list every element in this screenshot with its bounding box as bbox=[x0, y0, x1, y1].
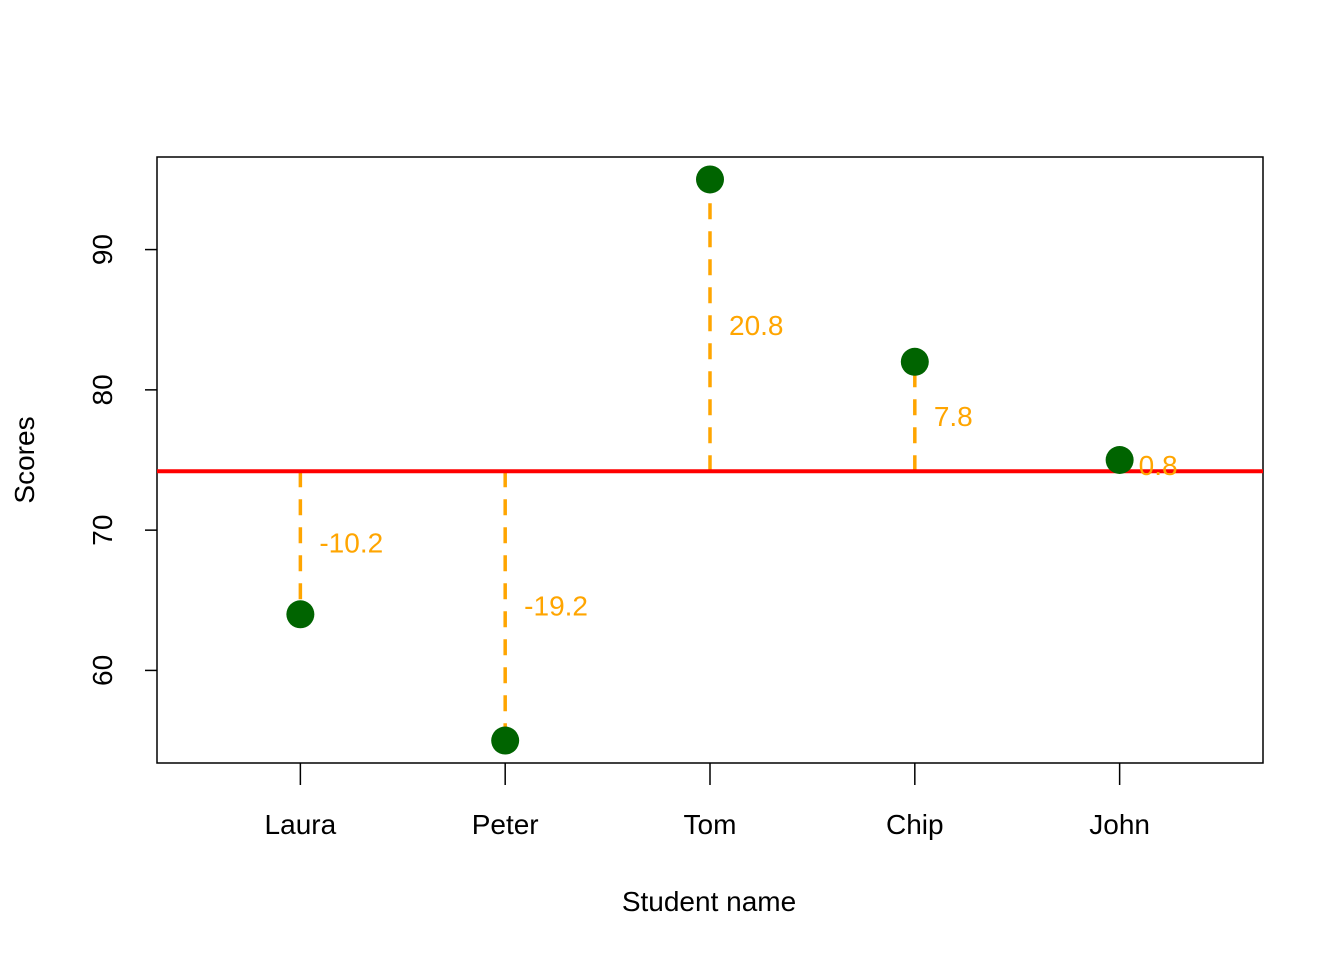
y-tick-label: 80 bbox=[87, 374, 118, 405]
point-peter bbox=[491, 726, 520, 755]
point-chip bbox=[900, 347, 929, 376]
x-tick-label-peter: Peter bbox=[472, 809, 539, 840]
x-tick-label-john: John bbox=[1089, 809, 1150, 840]
x-axis: Laura Peter Tom Chip John bbox=[265, 763, 1150, 840]
deviation-lines bbox=[298, 179, 1122, 741]
deviation-label-chip: 7.8 bbox=[934, 401, 973, 432]
data-points bbox=[286, 165, 1134, 755]
point-tom bbox=[696, 165, 724, 194]
x-tick-label-laura: Laura bbox=[265, 809, 337, 840]
y-axis: 60 70 80 90 bbox=[87, 234, 157, 686]
deviation-label-laura: -10.2 bbox=[319, 527, 383, 558]
point-john bbox=[1105, 446, 1134, 474]
y-tick-label: 90 bbox=[87, 234, 118, 265]
y-tick-label: 60 bbox=[87, 655, 118, 686]
deviation-label-peter: -19.2 bbox=[524, 590, 588, 621]
deviation-labels: -10.2 -19.2 20.8 7.8 0.8 bbox=[319, 310, 1177, 622]
deviation-label-john: 0.8 bbox=[1139, 450, 1178, 481]
deviation-label-tom: 20.8 bbox=[729, 310, 784, 341]
y-tick-label: 70 bbox=[87, 515, 118, 546]
x-axis-title: Student name bbox=[622, 886, 796, 917]
y-axis-title: Scores bbox=[9, 416, 40, 503]
x-tick-label-chip: Chip bbox=[886, 809, 944, 840]
x-tick-label-tom: Tom bbox=[684, 809, 737, 840]
point-laura bbox=[286, 600, 315, 629]
